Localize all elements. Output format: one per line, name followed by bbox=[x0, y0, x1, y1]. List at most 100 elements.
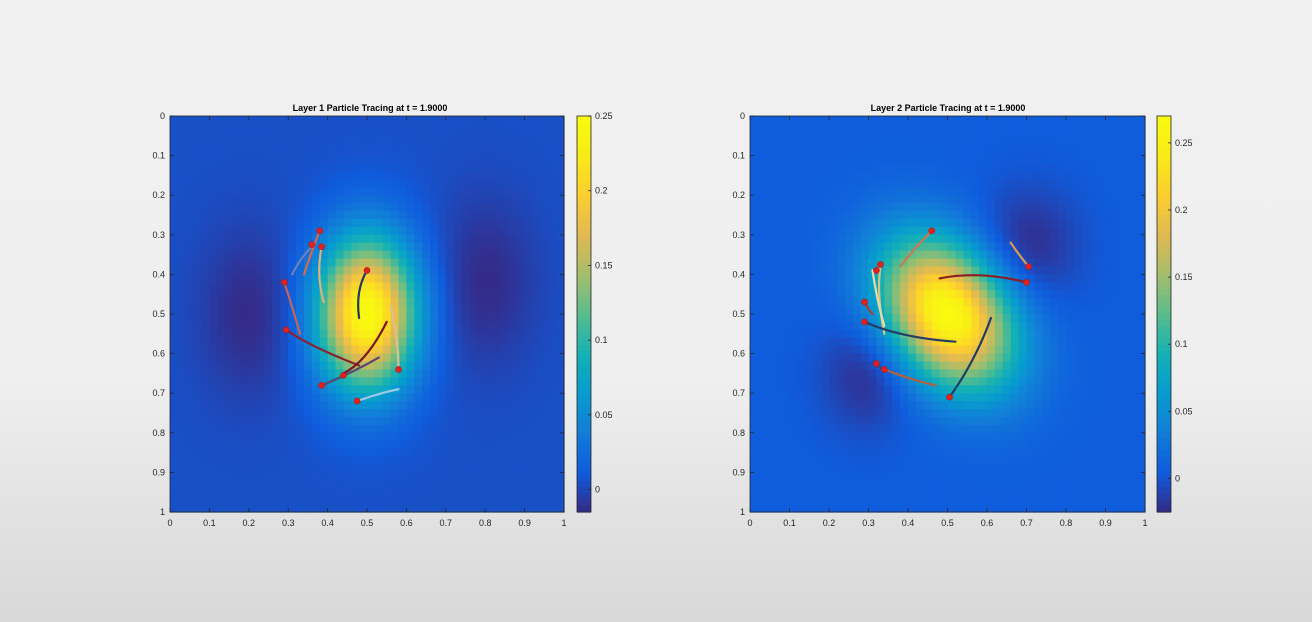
heatmap-cell bbox=[1050, 353, 1059, 363]
heatmap-cell bbox=[382, 480, 392, 489]
heatmap-cell bbox=[225, 266, 234, 275]
heatmap-cell bbox=[359, 337, 368, 347]
heatmap-cell bbox=[908, 401, 917, 410]
heatmap-cell bbox=[485, 179, 494, 188]
heatmap-cell bbox=[1026, 432, 1035, 442]
heatmap-cell bbox=[955, 218, 964, 228]
heatmap-cell bbox=[201, 274, 210, 283]
heatmap-cell bbox=[217, 203, 226, 212]
heatmap-cell bbox=[868, 116, 877, 125]
heatmap-cell bbox=[939, 432, 949, 442]
heatmap-cell bbox=[493, 464, 502, 473]
heatmap-cell bbox=[516, 409, 526, 418]
heatmap-cell bbox=[836, 321, 846, 331]
heatmap-cell bbox=[374, 456, 384, 466]
heatmap-cell bbox=[884, 258, 893, 268]
heatmap-cell bbox=[939, 314, 949, 323]
heatmap-cell bbox=[264, 290, 274, 299]
heatmap-cell bbox=[422, 393, 431, 402]
heatmap-cell bbox=[1113, 171, 1122, 180]
heatmap-cell bbox=[201, 155, 210, 165]
heatmap-cell bbox=[829, 337, 838, 347]
heatmap-cell bbox=[908, 218, 917, 228]
heatmap-cell bbox=[829, 203, 838, 212]
heatmap-cell bbox=[1042, 155, 1051, 165]
heatmap-cell bbox=[868, 195, 877, 204]
heatmap-cell bbox=[1121, 147, 1130, 157]
heatmap-cell bbox=[1018, 361, 1028, 371]
heatmap-cell bbox=[955, 416, 964, 426]
heatmap-cell bbox=[900, 345, 909, 355]
heatmap-cell bbox=[335, 163, 344, 173]
heatmap-cell bbox=[1113, 448, 1122, 458]
heatmap-cell bbox=[303, 179, 313, 188]
heatmap-cell bbox=[1018, 345, 1028, 355]
heatmap-cell bbox=[548, 258, 557, 268]
heatmap-cell bbox=[1113, 242, 1122, 252]
heatmap-cell bbox=[296, 377, 305, 386]
heatmap-cell bbox=[1026, 401, 1035, 410]
heatmap-cell bbox=[272, 361, 281, 371]
heatmap-cell bbox=[367, 472, 376, 481]
heatmap-cell bbox=[414, 456, 423, 466]
heatmap-cell bbox=[750, 353, 759, 363]
heatmap-cell bbox=[453, 179, 463, 188]
heatmap-cell bbox=[177, 242, 187, 252]
heatmap-cell bbox=[884, 242, 893, 252]
heatmap-cell bbox=[430, 424, 439, 434]
heatmap-cell bbox=[335, 385, 344, 394]
heatmap-cell bbox=[335, 306, 344, 315]
heatmap-cell bbox=[1010, 258, 1020, 268]
heatmap-cell bbox=[225, 504, 234, 513]
heatmap-cell bbox=[892, 329, 901, 339]
heatmap-cell bbox=[556, 179, 565, 188]
heatmap-cell bbox=[524, 123, 534, 133]
heatmap-cell bbox=[868, 234, 877, 244]
heatmap-cell bbox=[398, 163, 407, 173]
heatmap-cell bbox=[836, 448, 846, 458]
heatmap-cell bbox=[781, 377, 791, 386]
heatmap-cell bbox=[359, 488, 368, 497]
heatmap-cell bbox=[327, 163, 337, 173]
heatmap-cell bbox=[516, 147, 526, 157]
heatmap-cell bbox=[821, 171, 830, 180]
heatmap-cell bbox=[860, 448, 870, 458]
heatmap-cell bbox=[548, 361, 557, 371]
heatmap-cell bbox=[844, 203, 854, 212]
heatmap-cell bbox=[201, 432, 210, 442]
heatmap-cell bbox=[524, 218, 534, 228]
heatmap-cell bbox=[461, 242, 471, 252]
heatmap-cell bbox=[963, 203, 972, 212]
heatmap-cell bbox=[781, 440, 791, 450]
heatmap-cell bbox=[556, 171, 565, 180]
heatmap-cell bbox=[477, 282, 486, 291]
colorbar-segment bbox=[577, 295, 591, 303]
heatmap-cell bbox=[185, 234, 195, 244]
heatmap-cell bbox=[264, 203, 274, 212]
x-tick-label: 0.4 bbox=[321, 518, 334, 528]
heatmap-cell bbox=[963, 432, 972, 442]
heatmap-cell bbox=[860, 195, 870, 204]
heatmap-cell bbox=[422, 274, 431, 283]
heatmap-cell bbox=[430, 163, 439, 173]
heatmap-cell bbox=[963, 266, 972, 275]
heatmap-cell bbox=[757, 203, 767, 212]
heatmap-cell bbox=[1066, 211, 1075, 220]
heatmap-cell bbox=[1121, 337, 1130, 347]
heatmap-cell bbox=[829, 163, 838, 173]
heatmap-cell bbox=[500, 258, 510, 268]
heatmap-cell bbox=[485, 321, 494, 331]
heatmap-cell bbox=[765, 290, 775, 299]
heatmap-cell bbox=[821, 116, 830, 125]
heatmap-cell bbox=[1089, 409, 1099, 418]
heatmap-cell bbox=[335, 416, 344, 426]
heatmap-cell bbox=[288, 314, 297, 323]
heatmap-cell bbox=[781, 139, 791, 149]
heatmap-cell bbox=[437, 211, 447, 220]
colorbar-segment bbox=[577, 357, 591, 365]
heatmap-cell bbox=[445, 226, 455, 236]
heatmap-cell bbox=[319, 163, 329, 173]
heatmap-cell bbox=[193, 155, 203, 165]
heatmap-cell bbox=[836, 171, 846, 180]
heatmap-cell bbox=[248, 234, 258, 244]
